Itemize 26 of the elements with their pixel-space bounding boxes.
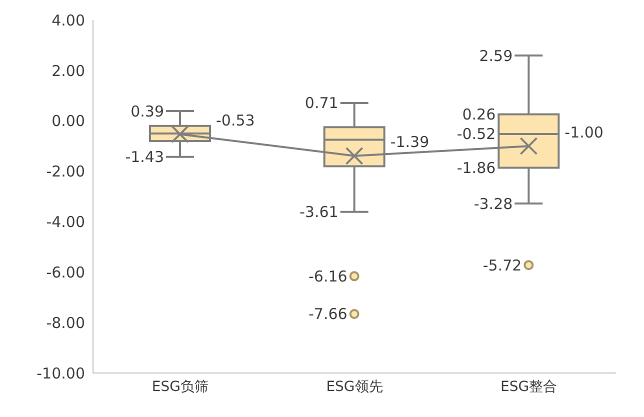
y-tick-label: -10.00 (36, 364, 85, 382)
x-tick-label: ESG领先 (326, 378, 383, 395)
annotation: -6.16 (308, 267, 348, 286)
x-tick-label: ESG整合 (500, 378, 558, 395)
y-tick-label: 0.00 (52, 112, 85, 130)
annotation: -1.39 (390, 133, 430, 152)
annotation: -3.28 (474, 194, 513, 213)
annotation: -1.86 (456, 159, 496, 178)
annotation: -7.66 (308, 305, 348, 324)
annotation: -1.00 (564, 123, 604, 142)
y-tick-label: -4.00 (46, 213, 85, 232)
annotation: -0.53 (216, 111, 255, 130)
y-tick-label: 2.00 (52, 62, 85, 80)
annotation: 0.39 (130, 102, 164, 120)
x-tick-label: ESG负筛 (152, 378, 208, 395)
y-tick-label: -2.00 (46, 162, 85, 181)
y-tick-label: -8.00 (46, 314, 85, 332)
annotation: -3.61 (300, 203, 338, 222)
y-tick-label: 4.00 (52, 11, 85, 30)
annotation: 0.26 (462, 106, 496, 124)
annotation: -0.52 (456, 125, 496, 144)
annotation: -1.43 (125, 148, 164, 166)
annotation: -5.72 (482, 256, 522, 274)
annotation: 2.59 (479, 46, 513, 65)
annotation: 0.71 (304, 94, 338, 112)
y-tick-label: -6.00 (46, 263, 85, 282)
